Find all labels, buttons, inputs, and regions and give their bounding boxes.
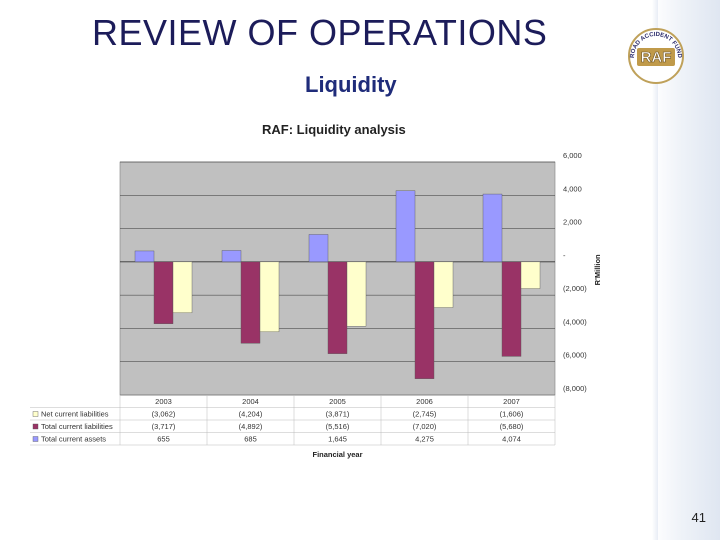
x-category-label: 2006 [416,397,433,406]
bar-assets-2004 [221,250,242,263]
x-category-label: 2007 [503,397,520,406]
table-value: (3,871) [326,410,350,419]
liquidity-chart: 6,000 4,000 2,000 - (2,000) (4,000) (6,000) (8,… [30,151,602,459]
table-value: (7,020) [413,422,437,431]
bar-net-2005 [346,261,367,327]
x-category-label: 2003 [155,397,172,406]
y-axis-title: R'Million [593,254,602,285]
table-value: 4,074 [502,435,521,444]
bar-net-2003 [172,261,193,314]
x-category-label: 2004 [242,397,259,406]
legend-swatch-net [32,411,39,417]
legend-label-liabilities: Total current liabilities [41,422,113,431]
y-tick-label: (6,000) [563,351,587,360]
bar-liabilities-2004 [240,261,261,344]
y-tick-label: 4,000 [563,184,582,193]
side-band-fold [652,0,658,540]
bar-liabilities-2003 [153,261,174,324]
raf-logo: ROAD ACCIDENT FUND RAF [628,28,684,84]
y-tick-label: 2,000 [563,218,582,227]
table-value: (1,606) [500,410,524,419]
slide-subtitle: Liquidity [305,72,397,97]
table-value: (5,516) [326,422,350,431]
y-tick-label: - [563,251,566,260]
bar-assets-2006 [395,190,416,263]
table-value: 1,645 [328,435,347,444]
legend-swatch-assets [32,436,39,442]
chart-title: RAF: Liquidity analysis [262,122,406,137]
bar-liabilities-2005 [327,261,348,354]
y-tick-label: (2,000) [563,284,587,293]
legend-label-net: Net current liabilities [41,410,109,419]
table-value: (3,717) [152,422,176,431]
bar-net-2004 [259,261,280,333]
slide-number: 41 [691,510,706,525]
table-value: (2,745) [413,410,437,419]
legend-label-assets: Total current assets [41,435,106,444]
table-value: (5,680) [500,422,524,431]
y-tick-label: (8,000) [563,384,587,393]
table-value: (4,892) [239,422,263,431]
table-value: 655 [157,435,170,444]
table-value: (4,204) [239,410,263,419]
table-value: 685 [244,435,257,444]
bar-net-2006 [433,261,454,308]
x-axis-title: Financial year [312,450,362,459]
bar-liabilities-2006 [414,261,435,379]
decorative-side-band [652,0,720,540]
y-tick-label: 6,000 [563,151,582,160]
legend-swatch-liabilities [32,423,39,430]
logo-text: RAF [641,49,672,66]
x-category-label: 2005 [329,397,346,406]
bar-liabilities-2007 [501,261,522,357]
bar-assets-2007 [482,193,503,263]
bar-assets-2003 [134,250,155,263]
slide-title: REVIEW OF OPERATIONS [92,12,548,53]
y-tick-label: (4,000) [563,317,587,326]
bar-net-2007 [520,261,541,289]
table-value: 4,275 [415,435,434,444]
bar-assets-2005 [308,234,329,263]
logo-plate [637,48,675,66]
table-value: (3,062) [152,410,176,419]
